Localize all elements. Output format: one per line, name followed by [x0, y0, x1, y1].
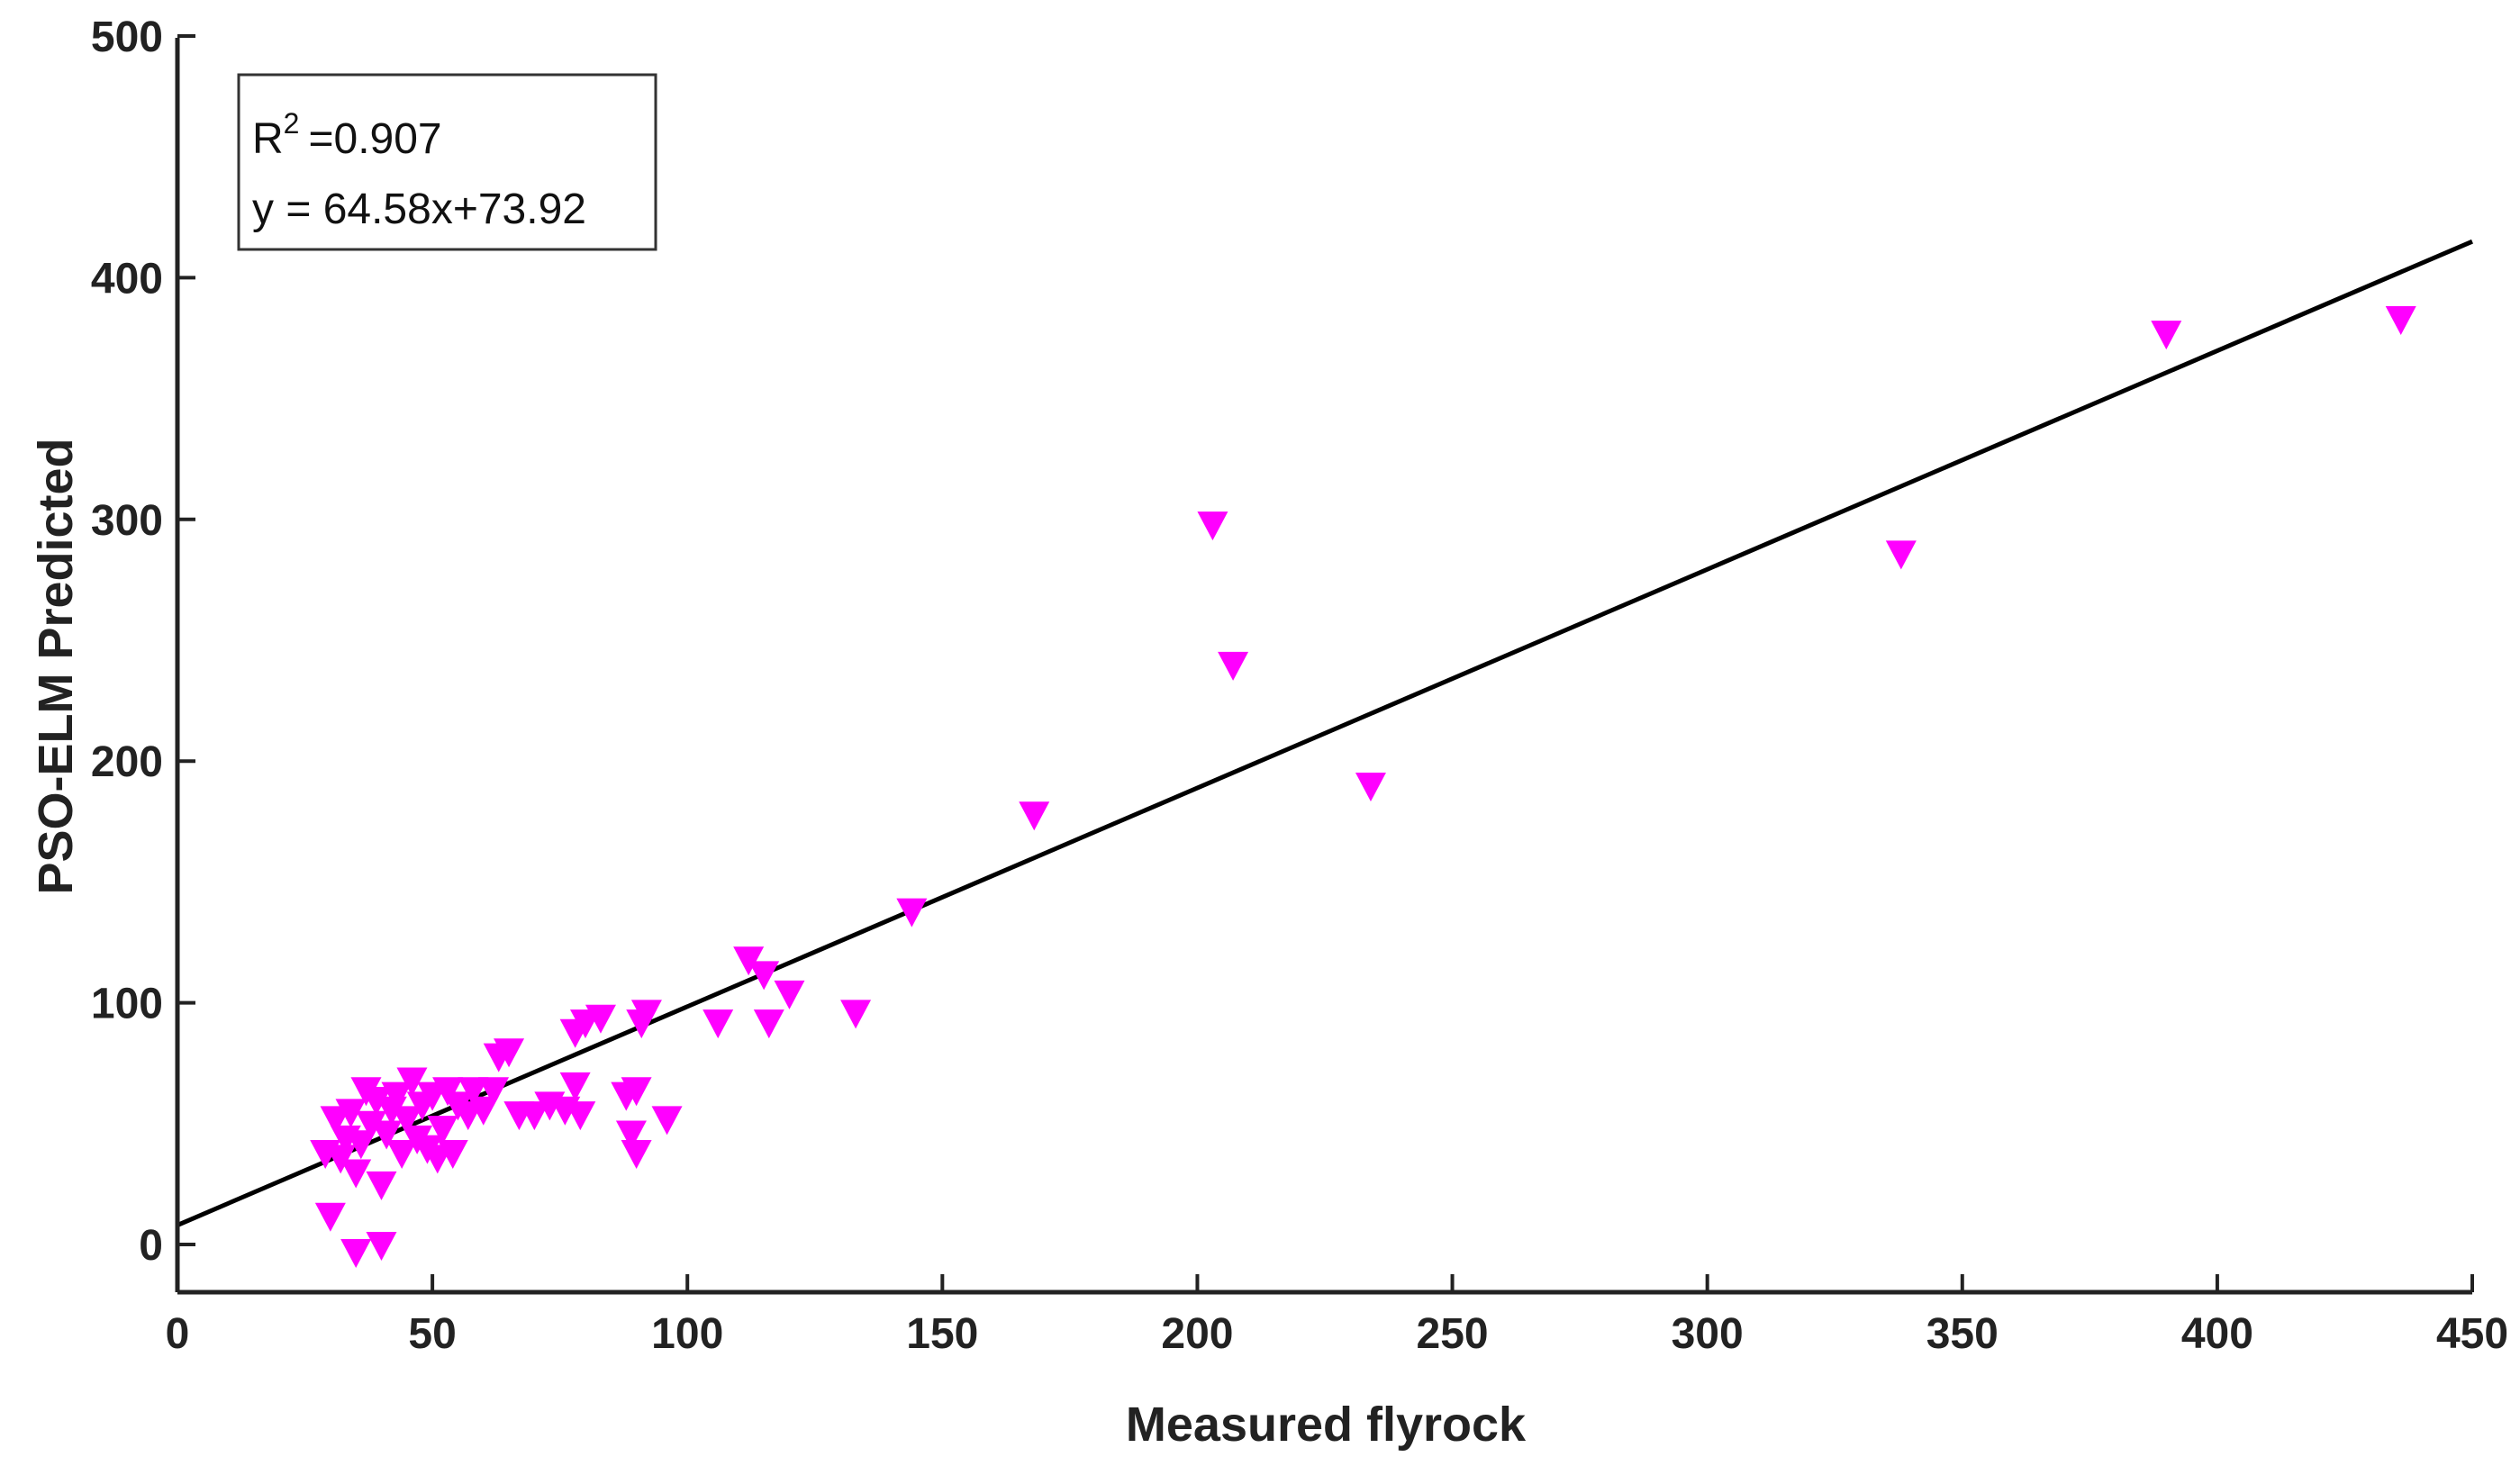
axes-layer: [175, 38, 2472, 1295]
data-point: [519, 1101, 550, 1131]
x-tick-label: 100: [651, 1310, 723, 1358]
data-point: [478, 1077, 510, 1107]
x-axis-title: Measured flyrock: [1126, 1398, 1527, 1452]
data-point: [585, 1004, 616, 1034]
y-tick-label: 100: [91, 981, 163, 1028]
data-point: [703, 1009, 734, 1039]
data-point: [494, 1038, 525, 1068]
data-point: [615, 1120, 647, 1150]
x-tick-label: 150: [906, 1310, 978, 1358]
y-tick-label: 400: [91, 255, 163, 303]
data-point: [325, 1145, 357, 1174]
data-point: [774, 980, 805, 1009]
x-tick-label: 350: [1926, 1310, 1999, 1358]
r-squared-label: R2 =0.907: [252, 107, 442, 163]
data-point: [2385, 306, 2416, 336]
data-point: [356, 1110, 387, 1140]
r-squared-superscript: 2: [284, 107, 300, 140]
y-tick-label: 200: [91, 738, 163, 786]
x-tick-label: 400: [2181, 1310, 2253, 1358]
data-point: [366, 1171, 397, 1200]
y-tick-label: 300: [91, 497, 163, 545]
regression-line: [177, 239, 2473, 1227]
data-point: [320, 1106, 351, 1136]
data-point: [360, 1086, 392, 1116]
data-point: [1885, 540, 1917, 570]
data-point: [381, 1081, 412, 1111]
data-point: [565, 1101, 596, 1131]
annotation-frame: [237, 73, 657, 251]
data-point: [2151, 321, 2182, 350]
x-tick-label: 50: [408, 1310, 456, 1358]
x-tick-label: 300: [1672, 1310, 1744, 1358]
fit-line-layer: [177, 239, 2473, 1227]
data-point: [467, 1096, 499, 1126]
x-ticks: 0 50 100 150 200 250 300 350 400 450: [166, 1274, 2508, 1358]
data-point: [753, 1009, 784, 1039]
r-squared-letter: R: [252, 115, 284, 163]
data-point: [1218, 651, 1249, 681]
y-axis-title: PSO-ELM Predicted: [29, 438, 83, 894]
data-point: [651, 1106, 683, 1136]
x-tick-label: 200: [1161, 1310, 1233, 1358]
data-point: [630, 1000, 662, 1029]
y-ticks: 0 100 200 300 400 500: [91, 14, 195, 1270]
data-point: [733, 946, 765, 976]
data-point: [345, 1130, 376, 1160]
data-point: [896, 898, 928, 928]
data-point: [621, 1077, 652, 1107]
data-point: [748, 961, 780, 991]
data-point: [1355, 773, 1386, 802]
data-point: [458, 1077, 489, 1107]
data-point: [437, 1140, 468, 1170]
data-point: [396, 1067, 428, 1097]
data-point: [1197, 511, 1228, 541]
data-point: [386, 1140, 418, 1170]
regression-equation: y = 64.58x+73.92: [252, 186, 586, 233]
data-point: [621, 1140, 652, 1170]
data-point: [391, 1106, 422, 1136]
y-tick-label: 500: [91, 14, 163, 61]
data-points-layer: [310, 306, 2416, 1269]
data-point: [314, 1202, 346, 1232]
data-point: [340, 1239, 372, 1269]
x-tick-label: 450: [2436, 1310, 2508, 1358]
x-tick-label: 250: [1417, 1310, 1489, 1358]
data-point: [1019, 801, 1050, 831]
data-point: [340, 1159, 372, 1189]
r-squared-value: =0.907: [308, 115, 441, 163]
data-point: [335, 1099, 367, 1128]
x-tick-label: 0: [166, 1310, 190, 1358]
data-point: [366, 1232, 397, 1261]
data-point: [371, 1120, 403, 1150]
data-point: [840, 1000, 872, 1029]
annotation-box: R2 =0.907 y = 64.58x+73.92: [237, 73, 657, 251]
data-point: [432, 1077, 464, 1107]
y-tick-label: 0: [139, 1222, 163, 1270]
data-point: [559, 1072, 591, 1101]
data-point: [427, 1116, 458, 1145]
